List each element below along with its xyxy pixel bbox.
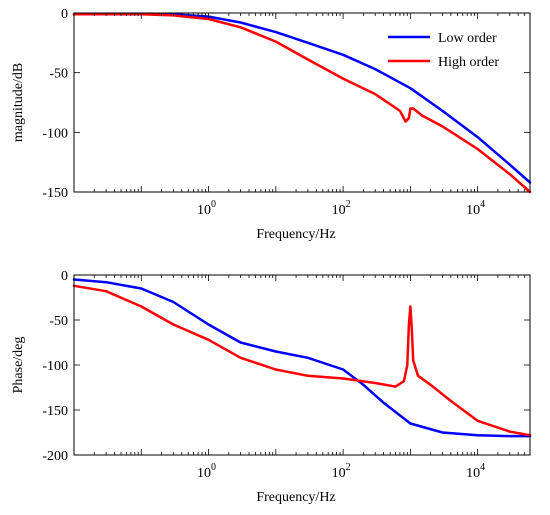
phase-x-tick-label: 102 [332, 462, 351, 481]
magnitude-x-axis-label: Frequency/Hz [256, 227, 335, 242]
magnitude-series-high-order-line [72, 12, 532, 194]
phase-axes-frame [73, 274, 531, 456]
magnitude-y-axis-label: magnitude/dB [11, 63, 26, 142]
magnitude-x-tick-label: 102 [332, 199, 351, 218]
magnitude-plot: 100 102 104 0 -50 -100 -150 Frequency/Hz magnitu… [11, 7, 532, 242]
legend-high-order-label: High order [438, 55, 499, 70]
phase-x-tick-label: 100 [197, 462, 216, 481]
magnitude-y-tick-label: -150 [42, 186, 68, 201]
phase-y-tick-label: -150 [42, 404, 68, 419]
phase-y-tick-label: -100 [42, 359, 68, 374]
magnitude-y-tick-label: 0 [61, 7, 68, 22]
magnitude-y-tick-label: -100 [42, 126, 68, 141]
magnitude-axes-frame [73, 12, 531, 193]
magnitude-x-tick-label: 100 [197, 199, 216, 218]
phase-x-axis-label: Frequency/Hz [256, 490, 335, 505]
magnitude-legend: Low order High order [388, 31, 499, 70]
phase-y-axis-label: Phase/deg [11, 337, 26, 394]
phase-x-tick-label: 104 [466, 462, 485, 481]
phase-y-tick-label: 0 [61, 269, 68, 284]
phase-series-low-order-line [72, 278, 532, 438]
phase-plot: 100 102 104 0 -50 -100 -150 -200 Frequency/Hz Pha… [11, 269, 532, 505]
magnitude-x-tick-label: 104 [466, 199, 485, 218]
phase-y-tick-label: -50 [49, 314, 68, 329]
legend-low-order-label: Low order [438, 31, 497, 46]
magnitude-y-tick-label: -50 [49, 67, 68, 82]
phase-y-tick-label: -200 [42, 449, 68, 464]
phase-series-high-order-line [72, 284, 532, 437]
